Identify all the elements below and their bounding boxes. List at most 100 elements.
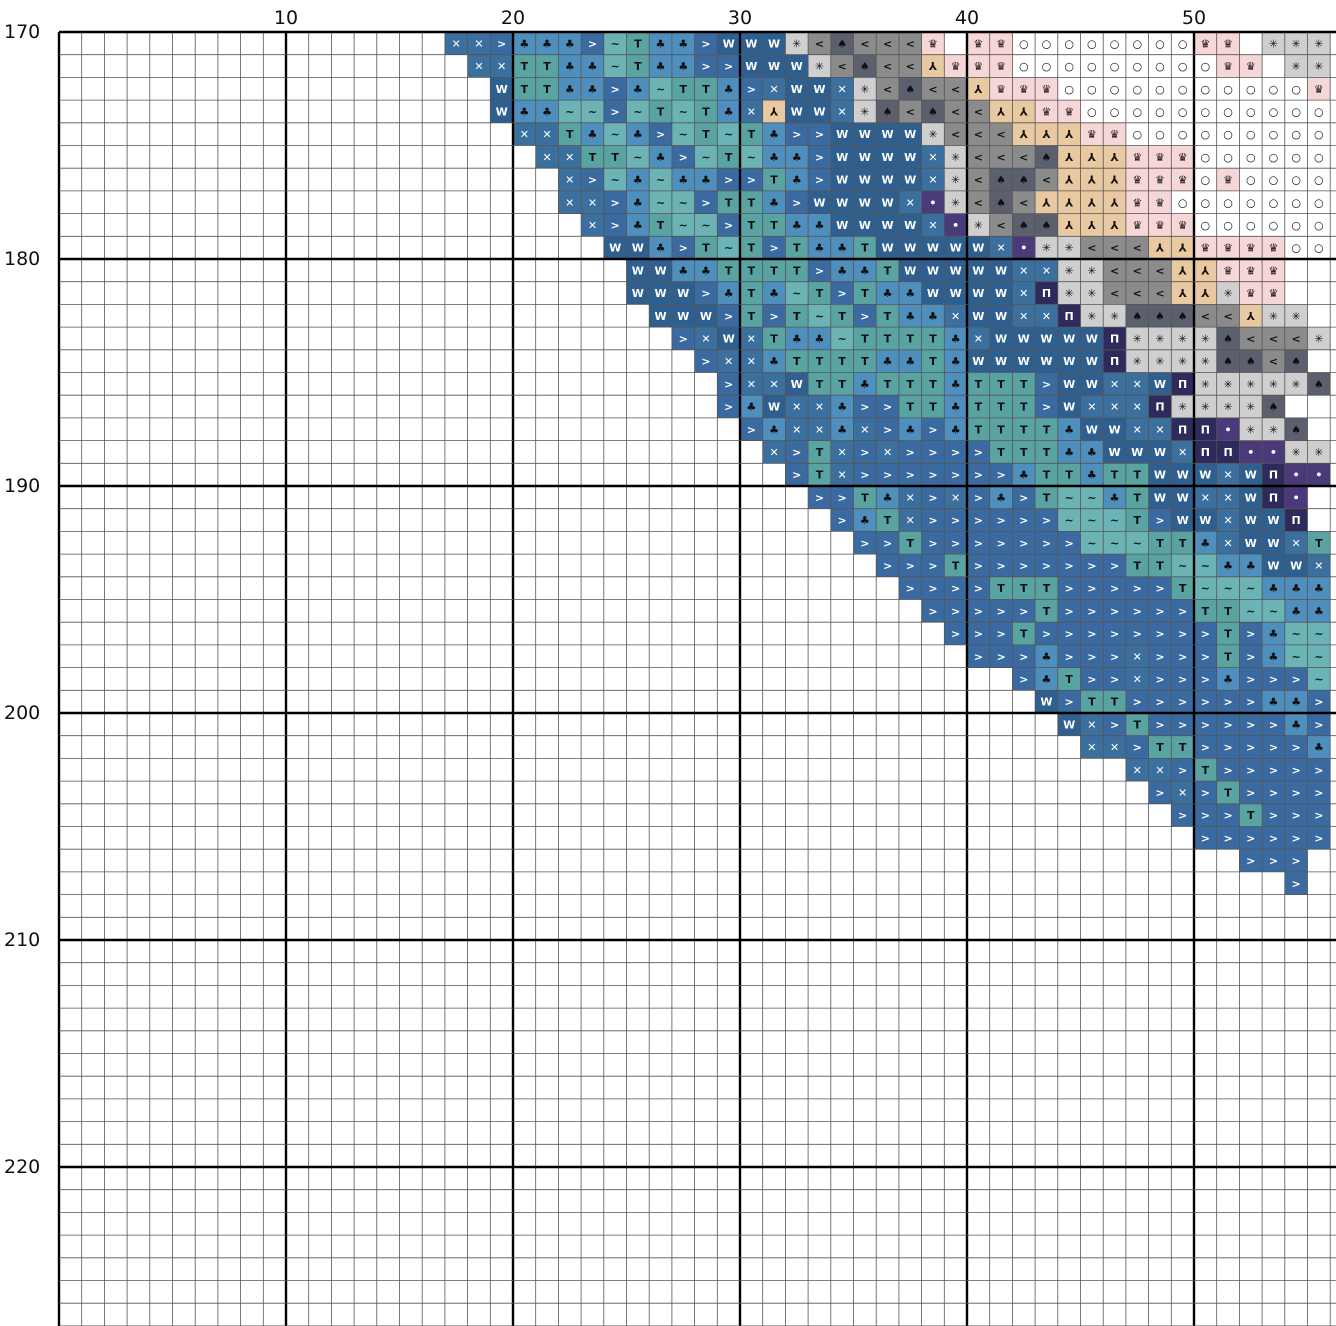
stitch-cell	[1239, 304, 1263, 328]
stitch-symbol: W	[881, 174, 893, 187]
stitch-symbol: T	[1224, 786, 1232, 799]
stitch-symbol: >	[724, 60, 733, 73]
stitch-cell	[808, 236, 831, 259]
stitch-symbol: ♣	[1291, 696, 1301, 709]
stitch-cell	[1035, 440, 1058, 464]
stitch-symbol: >	[588, 37, 597, 50]
stitch-symbol: ○	[1314, 242, 1324, 255]
stitch-symbol: ♣	[565, 83, 575, 96]
stitch-cell	[1125, 758, 1149, 782]
stitch-cell	[1080, 667, 1104, 691]
stitch-symbol: T	[657, 105, 665, 118]
stitch-symbol: ○	[1246, 105, 1256, 118]
stitch-symbol: T	[861, 287, 869, 300]
stitch-cell	[762, 54, 786, 78]
stitch-cell	[626, 145, 650, 169]
stitch-cell	[1148, 667, 1172, 691]
stitch-cell	[558, 54, 582, 78]
stitch-cell	[989, 100, 1013, 123]
stitch-cell	[1262, 213, 1285, 237]
stitch-symbol: ♣	[905, 355, 915, 368]
stitch-cell	[762, 168, 786, 191]
stitch-cell	[1216, 713, 1240, 736]
stitch-symbol: T	[1088, 696, 1096, 709]
stitch-symbol: ○	[1132, 105, 1142, 118]
stitch-cell	[1307, 531, 1331, 555]
stitch-symbol: Π	[1292, 514, 1301, 527]
stitch-symbol: ♣	[678, 264, 688, 277]
stitch-symbol: ♣	[1019, 469, 1029, 482]
stitch-cell	[1239, 554, 1263, 577]
stitch-symbol: W	[950, 242, 962, 255]
stitch-cell	[876, 304, 899, 328]
stitch-symbol: ♣	[588, 83, 598, 96]
stitch-symbol: >	[951, 469, 960, 482]
stitch-symbol: >	[1155, 514, 1164, 527]
stitch-cell	[898, 554, 922, 577]
stitch-symbol: ♣	[633, 174, 643, 187]
stitch-cell	[603, 145, 627, 169]
stitch-symbol: W	[904, 242, 916, 255]
stitch-symbol: W	[1245, 491, 1257, 504]
stitch-cell	[1307, 758, 1331, 782]
stitch-symbol: •	[1225, 423, 1232, 436]
stitch-cell	[649, 77, 672, 101]
stitch-symbol: >	[701, 196, 710, 209]
stitch-cell	[1194, 32, 1217, 55]
stitch-symbol: ♠	[1042, 219, 1052, 232]
stitch-cell	[1171, 54, 1194, 78]
stitch-symbol: ♛	[1087, 128, 1097, 141]
stitch-cell	[1148, 145, 1172, 169]
stitch-cell	[967, 486, 990, 509]
stitch-symbol: >	[724, 219, 733, 232]
stitch-symbol: ✕	[769, 83, 778, 96]
stitch-cell	[1171, 32, 1194, 55]
stitch-symbol: W	[859, 151, 871, 164]
stitch-cell	[1216, 803, 1240, 827]
stitch-symbol: ♣	[724, 287, 734, 300]
stitch-symbol: ○	[1269, 219, 1279, 232]
stitch-cell	[1012, 372, 1036, 396]
stitch-symbol: >	[1110, 582, 1119, 595]
stitch-cell	[944, 508, 967, 532]
stitch-cell	[1284, 599, 1308, 623]
stitch-cell	[853, 417, 877, 441]
stitch-symbol: T	[861, 355, 869, 368]
stitch-symbol: ○	[1155, 128, 1165, 141]
stitch-symbol: >	[1292, 855, 1301, 868]
stitch-symbol: T	[1315, 537, 1323, 550]
stitch-symbol: ~	[1065, 514, 1074, 527]
stitch-cell	[1194, 236, 1217, 259]
stitch-symbol: ♣	[1291, 605, 1301, 618]
stitch-cell	[1103, 259, 1126, 282]
stitch-symbol: ⅄	[1110, 174, 1119, 187]
stitch-symbol: >	[1110, 650, 1119, 663]
stitch-symbol: ♛	[1223, 37, 1233, 50]
stitch-symbol: ○	[1178, 83, 1188, 96]
stitch-cell	[1194, 781, 1217, 804]
stitch-symbol: T	[725, 196, 733, 209]
stitch-symbol: ~	[656, 83, 665, 96]
stitch-symbol: T	[1020, 423, 1028, 436]
stitch-cell	[1148, 259, 1172, 282]
stitch-cell	[967, 281, 990, 305]
stitch-cell	[1012, 327, 1036, 350]
stitch-symbol: T	[702, 128, 710, 141]
stitch-symbol: >	[883, 537, 892, 550]
stitch-cell	[876, 213, 899, 237]
stitch-symbol: ✕	[474, 60, 483, 73]
stitch-cell	[785, 463, 809, 486]
stitch-cell	[762, 213, 786, 237]
stitch-cell	[1239, 735, 1263, 759]
stitch-cell	[1216, 213, 1240, 237]
stitch-cell	[1284, 372, 1308, 396]
stitch-cell	[1035, 622, 1058, 645]
stitch-symbol: >	[1292, 877, 1301, 890]
stitch-cell	[740, 304, 763, 328]
stitch-symbol: •	[1293, 491, 1300, 504]
stitch-cell	[898, 486, 922, 509]
stitch-cell	[603, 122, 627, 146]
stitch-symbol: W	[1199, 514, 1211, 527]
stitch-cell	[1080, 190, 1104, 214]
stitch-cell	[989, 531, 1013, 555]
